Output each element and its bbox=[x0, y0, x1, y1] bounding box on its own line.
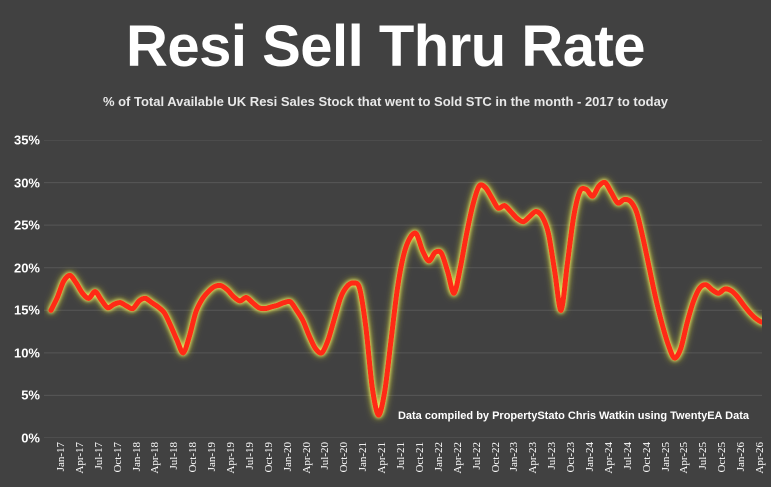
x-tick-label: Apr-26 bbox=[754, 442, 766, 474]
x-tick-label: Jan-25 bbox=[659, 442, 672, 472]
x-tick-label: Oct-19 bbox=[262, 442, 275, 473]
x-axis: Jan-17 Apr-17 Jul-17 Oct-17 Jan-18 Apr-18 Jul-… bbox=[44, 440, 766, 487]
x-tick-label: Jan-26 bbox=[735, 442, 748, 472]
x-tick-label: Oct-21 bbox=[413, 442, 426, 473]
x-tick-label: Oct-22 bbox=[489, 442, 502, 473]
x-tick-label: Oct-23 bbox=[565, 442, 578, 473]
series-line bbox=[48, 179, 762, 418]
x-tick-label: Jan-21 bbox=[357, 442, 370, 472]
x-tick-label: Apr-17 bbox=[73, 442, 86, 474]
annotation-leader-line bbox=[44, 140, 762, 438]
x-tick-label: Oct-17 bbox=[111, 442, 124, 473]
y-tick-label: 15% bbox=[13, 302, 40, 318]
x-tick-label: Jan-24 bbox=[583, 442, 596, 472]
x-tick-label: Jul-19 bbox=[243, 442, 256, 470]
x-tick-label: Apr-23 bbox=[527, 442, 540, 474]
y-axis: 35% 30% 25% 20% 15% 10% 5% 0% bbox=[0, 133, 40, 446]
x-tick-label: Jan-17 bbox=[55, 442, 67, 472]
x-tick-label: Jul-20 bbox=[319, 442, 332, 470]
y-tick-label: 5% bbox=[21, 387, 40, 403]
x-tick-label: Jan-18 bbox=[130, 442, 143, 472]
x-tick-label: Jul-21 bbox=[395, 442, 408, 470]
x-tick-label: Jul-25 bbox=[697, 442, 710, 470]
x-tick-label: Jul-18 bbox=[168, 442, 181, 470]
x-tick-label: Jan-20 bbox=[281, 442, 294, 472]
y-tick-label: 0% bbox=[21, 430, 40, 446]
x-tick-label: Apr-19 bbox=[225, 442, 238, 474]
attribution-text: Data compiled by PropertyStato Chris Wat… bbox=[397, 410, 749, 422]
x-tick-label: Oct-20 bbox=[338, 442, 351, 473]
x-tick-label: Jul-17 bbox=[92, 442, 105, 470]
x-tick-label: Jan-19 bbox=[206, 442, 219, 472]
x-tick-label: Apr-24 bbox=[602, 442, 615, 474]
data-line bbox=[48, 179, 762, 418]
x-tick-label: Oct-25 bbox=[716, 442, 729, 473]
x-tick-label: Oct-24 bbox=[640, 442, 653, 473]
chart-subtitle: % of Total Available UK Resi Sales Stock… bbox=[102, 94, 669, 109]
x-tick-label: Apr-20 bbox=[300, 442, 313, 474]
y-tick-label: 20% bbox=[13, 260, 40, 276]
x-tick-label: Jul-24 bbox=[621, 442, 634, 470]
x-tick-label: Oct-18 bbox=[187, 442, 200, 473]
y-tick-label: 35% bbox=[13, 132, 40, 148]
x-tick-label: Apr-21 bbox=[376, 442, 389, 474]
x-tick-label: Apr-18 bbox=[149, 442, 162, 474]
y-tick-label: 30% bbox=[13, 175, 40, 191]
x-tick-label: Jan-23 bbox=[508, 442, 521, 472]
y-tick-label: 25% bbox=[13, 217, 40, 233]
x-tick-label: Jul-23 bbox=[546, 442, 559, 470]
x-tick-label: Apr-22 bbox=[451, 442, 464, 474]
x-tick-label: Apr-25 bbox=[678, 442, 691, 474]
y-tick-label: 10% bbox=[13, 345, 40, 361]
chart-title: Resi Sell Thru Rate bbox=[125, 14, 646, 79]
plot-area bbox=[44, 140, 762, 438]
x-tick-label: Jul-22 bbox=[470, 442, 483, 470]
x-tick-label: Jan-22 bbox=[432, 442, 445, 472]
